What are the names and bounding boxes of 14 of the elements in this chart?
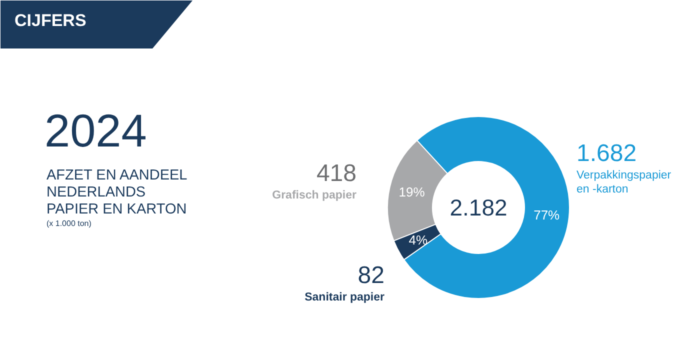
slice-label: Sanitair papier: [304, 292, 386, 304]
text: CIJFERS: [14, 11, 86, 30]
chart-subtitle: 2024: [44, 104, 147, 156]
data-label: 418: [316, 160, 357, 187]
slice-label: Verpakkingspapier en -karton: [576, 170, 672, 196]
text: 77%: [534, 207, 560, 222]
text: (x 1.000 ton): [46, 219, 92, 228]
text: 2.182: [450, 194, 508, 220]
slice-label: Grafisch papier: [272, 190, 358, 202]
data-label: 82: [358, 262, 385, 289]
text: AFZET EN AANDEEL NEDERLANDS PAPIER EN KARTON: [46, 168, 188, 218]
data-label: 1.682: [576, 140, 637, 167]
text: 19%: [398, 184, 426, 200]
text: 4%: [408, 232, 428, 248]
